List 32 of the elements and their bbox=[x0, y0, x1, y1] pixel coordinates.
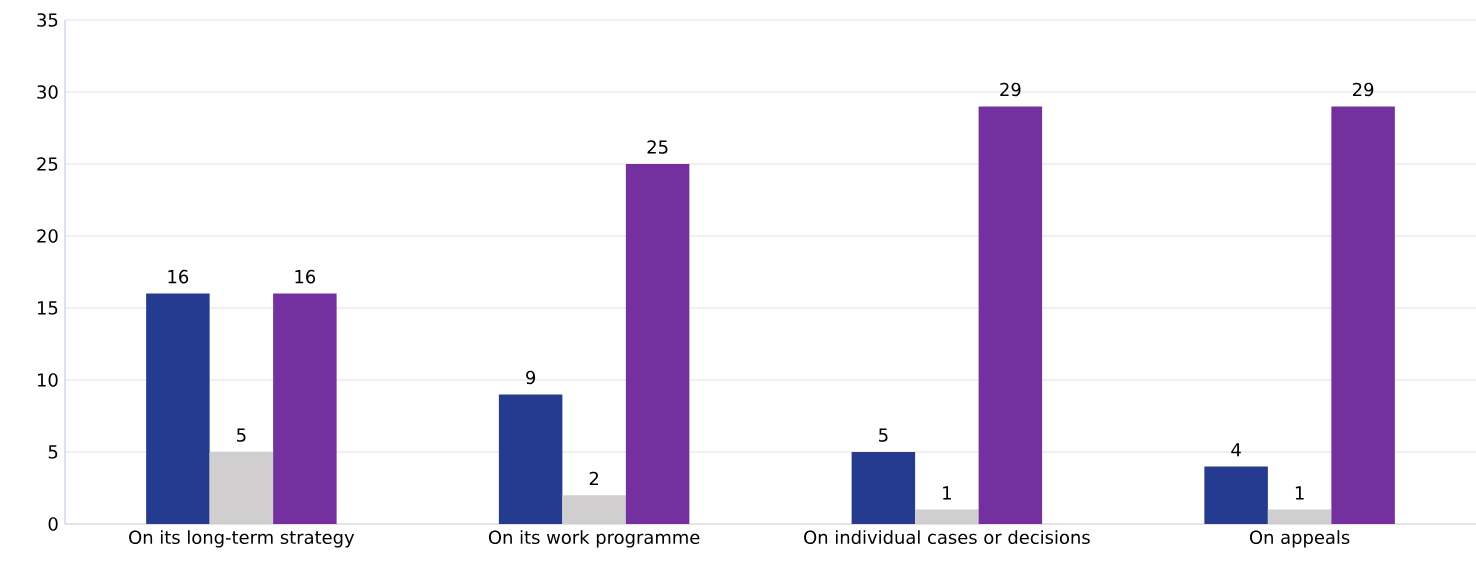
y-tick-label: 5 bbox=[48, 445, 58, 459]
data-label: 29 bbox=[1353, 82, 1374, 97]
data-label: 4 bbox=[1231, 443, 1241, 457]
bar bbox=[146, 293, 210, 524]
y-tick-label: 0 bbox=[48, 517, 58, 531]
bar bbox=[1204, 466, 1268, 524]
data-label: 16 bbox=[295, 269, 316, 284]
y-tick-label: 10 bbox=[37, 373, 58, 387]
data-label: 9 bbox=[526, 370, 536, 385]
y-tick-label: 15 bbox=[37, 301, 58, 315]
bar bbox=[978, 106, 1043, 524]
bar bbox=[273, 293, 337, 524]
data-label: 5 bbox=[237, 428, 246, 442]
bar bbox=[625, 164, 690, 524]
y-tick-label: 20 bbox=[37, 229, 58, 243]
x-tick-label: On appeals bbox=[1249, 530, 1350, 548]
y-tick-label: 25 bbox=[37, 157, 58, 171]
bar bbox=[498, 394, 563, 524]
data-label: 2 bbox=[589, 471, 599, 486]
bar bbox=[1331, 106, 1395, 524]
data-label: 5 bbox=[879, 428, 888, 442]
y-tick-label: 30 bbox=[37, 85, 58, 99]
data-label: 1 bbox=[943, 486, 951, 500]
x-tick-label: On its long-term strategy bbox=[129, 530, 355, 548]
data-label: 25 bbox=[647, 140, 668, 154]
x-tick-label: On its work programme bbox=[488, 530, 700, 548]
y-tick-label: 35 bbox=[37, 13, 58, 27]
data-label: 16 bbox=[168, 269, 189, 284]
x-tick-label: On individual cases or decisions bbox=[804, 530, 1090, 545]
data-label: 1 bbox=[1295, 486, 1304, 500]
data-label: 29 bbox=[1000, 82, 1021, 97]
bar bbox=[851, 452, 916, 524]
